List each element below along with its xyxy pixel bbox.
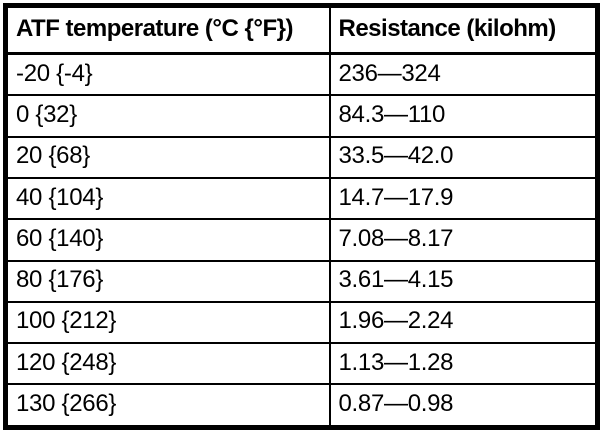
- cell-temperature: -20 {-4}: [4, 52, 331, 97]
- cell-temperature: 100 {212}: [4, 300, 331, 345]
- cell-resistance: 1.13—1.28: [328, 342, 599, 386]
- table-row: 100 {212} 1.96—2.24: [4, 300, 599, 345]
- cell-resistance: 3.61—4.15: [328, 259, 599, 303]
- cell-temperature: 20 {68}: [4, 135, 331, 179]
- table-row: 80 {176} 3.61—4.15: [4, 259, 599, 303]
- table-row: -20 {-4} 236—324: [4, 52, 599, 97]
- header-temperature: ATF temperature (°C {°F}): [4, 4, 331, 55]
- cell-resistance: 1.96—2.24: [328, 300, 599, 345]
- table-header: ATF temperature (°C {°F}) Resistance (ki…: [4, 4, 599, 55]
- cell-resistance: 33.5—42.0: [328, 135, 599, 179]
- table-row: 60 {140} 7.08—8.17: [4, 218, 599, 262]
- cell-resistance: 14.7—17.9: [328, 176, 599, 221]
- cell-resistance: 0.87—0.98: [328, 383, 599, 429]
- cell-temperature: 130 {266}: [4, 383, 331, 429]
- table-row: 130 {266} 0.87—0.98: [4, 383, 599, 429]
- header-row: ATF temperature (°C {°F}) Resistance (ki…: [4, 4, 599, 55]
- cell-resistance: 84.3—110: [328, 94, 599, 138]
- table-body: -20 {-4} 236—324 0 {32} 84.3—110 20 {68} 33.5…: [4, 52, 599, 429]
- cell-temperature: 120 {248}: [4, 342, 331, 386]
- table-row: 20 {68} 33.5—42.0: [4, 135, 599, 179]
- cell-temperature: 80 {176}: [4, 259, 331, 303]
- table-row: 0 {32} 84.3—110: [4, 94, 599, 138]
- table-row: 40 {104} 14.7—17.9: [4, 176, 599, 221]
- atf-resistance-table: ATF temperature (°C {°F}) Resistance (ki…: [3, 3, 600, 430]
- cell-resistance: 7.08—8.17: [328, 218, 599, 262]
- table-row: 120 {248} 1.13—1.28: [4, 342, 599, 386]
- cell-temperature: 60 {140}: [4, 218, 331, 262]
- header-resistance: Resistance (kilohm): [328, 4, 599, 55]
- cell-temperature: 40 {104}: [4, 176, 331, 221]
- cell-resistance: 236—324: [328, 52, 599, 97]
- cell-temperature: 0 {32}: [4, 94, 331, 138]
